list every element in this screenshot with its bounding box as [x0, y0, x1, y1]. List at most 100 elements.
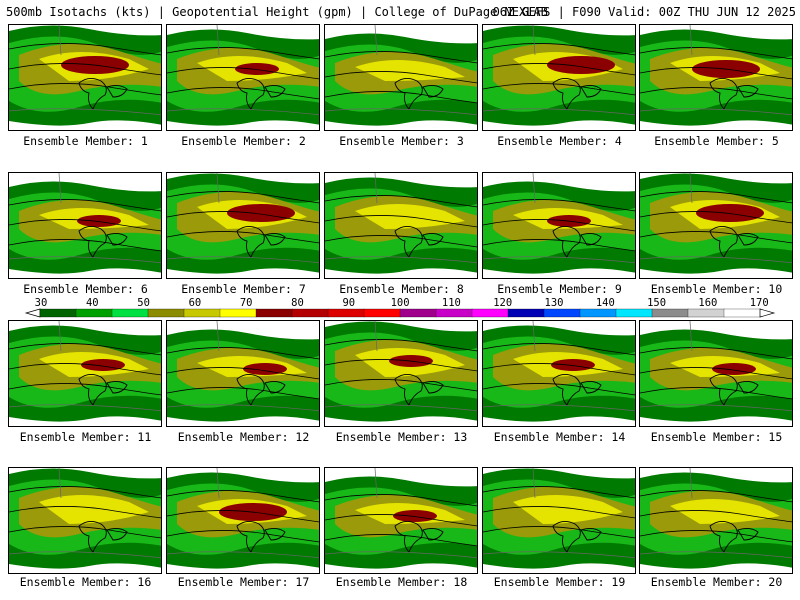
colorbar-segment: [111, 308, 149, 318]
colorbar-right-arrow: [759, 308, 776, 318]
ensemble-member-caption: Ensemble Member: 5: [654, 134, 779, 148]
isotach-map-svg: [483, 321, 635, 426]
isotach-map-svg: [9, 25, 161, 130]
colorbar-tick-label: 110: [441, 297, 461, 309]
ensemble-member-map: [639, 24, 793, 131]
colorbar-tick-label: 30: [34, 297, 48, 309]
colorbar-tick-label: 150: [647, 297, 667, 309]
ensemble-member-caption: Ensemble Member: 13: [335, 430, 468, 444]
ensemble-member-caption: Ensemble Member: 9: [497, 282, 622, 296]
ensemble-member-map: [482, 320, 636, 427]
ensemble-member-caption: Ensemble Member: 19: [493, 575, 626, 589]
colorbar-left-arrow: [24, 308, 41, 318]
colorbar-segment: [291, 308, 329, 318]
colorbar-segment: [651, 308, 689, 318]
isotach-map-svg: [9, 173, 161, 278]
colorbar-segment: [39, 308, 77, 318]
ensemble-member-caption: Ensemble Member: 6: [23, 282, 148, 296]
colorbar-tick-label: 130: [544, 297, 564, 309]
ensemble-member-map: [324, 24, 478, 131]
ensemble-member-caption: Ensemble Member: 7: [181, 282, 306, 296]
ensemble-member-map: [324, 467, 478, 574]
ensemble-member-map: [8, 320, 162, 427]
colorbar-tick-label: 80: [291, 297, 304, 309]
ensemble-member-caption: Ensemble Member: 4: [497, 134, 622, 148]
ensemble-member-map: [166, 467, 320, 574]
isotach-map-svg: [640, 468, 792, 573]
colorbar-segment: [579, 308, 617, 318]
ensemble-member-map: [482, 467, 636, 574]
header-run-info: 06Z GEFS | F090 Valid: 00Z THU JUN 12 20…: [492, 5, 796, 19]
ensemble-member-caption: Ensemble Member: 3: [339, 134, 464, 148]
colorbar-segment: [435, 308, 473, 318]
colorbar-segment: [183, 308, 221, 318]
colorbar-tick-label: 170: [749, 297, 769, 309]
ensemble-member-caption: Ensemble Member: 8: [339, 282, 464, 296]
isotach-map-svg: [483, 173, 635, 278]
isotach-map-svg: [9, 321, 161, 426]
isotach-map-svg: [325, 173, 477, 278]
ensemble-member-caption: Ensemble Member: 1: [23, 134, 148, 148]
colorbar-tick-label: 70: [239, 297, 253, 309]
ensemble-member-map: [166, 320, 320, 427]
isotach-map-svg: [167, 321, 319, 426]
colorbar-tick-label: 40: [85, 297, 99, 309]
colorbar-segment: [615, 308, 653, 318]
ensemble-member-map: [166, 24, 320, 131]
colorbar-segment: [147, 308, 185, 318]
colorbar-segment: [327, 308, 365, 318]
colorbar-segment: [75, 308, 113, 318]
isotach-map-svg: [167, 25, 319, 130]
ensemble-member-caption: Ensemble Member: 11: [19, 430, 152, 444]
map-header: 500mb Isotachs (kts) | Geopotential Heig…: [6, 2, 796, 22]
header-title: 500mb Isotachs (kts) | Geopotential Heig…: [6, 5, 548, 19]
ensemble-member-caption: Ensemble Member: 2: [181, 134, 306, 148]
ensemble-member-map: [639, 172, 793, 279]
colorbar-tick-label: 60: [188, 297, 202, 309]
isotach-map-svg: [325, 468, 477, 573]
colorbar-segment: [723, 308, 761, 318]
colorbar-segment: [471, 308, 509, 318]
isotach-map-svg: [640, 321, 792, 426]
colorbar-tick-label: 100: [390, 297, 410, 309]
ensemble-member-map: [482, 24, 636, 131]
ensemble-member-map: [482, 172, 636, 279]
ensemble-member-map: [166, 172, 320, 279]
ensemble-member-map: [639, 320, 793, 427]
ensemble-member-caption: Ensemble Member: 10: [650, 282, 783, 296]
ensemble-member-map: [324, 172, 478, 279]
isotach-map-svg: [325, 321, 477, 426]
isotach-map-svg: [640, 25, 792, 130]
colorbar-tick-label: 140: [595, 297, 615, 309]
ensemble-member-map: [8, 24, 162, 131]
colorbar-segment: [363, 308, 401, 318]
isotach-map-svg: [167, 468, 319, 573]
isotach-map-svg: [483, 468, 635, 573]
isotach-colorbar: [24, 308, 776, 318]
ensemble-member-map: [324, 320, 478, 427]
colorbar-segment: [687, 308, 725, 318]
ensemble-member-caption: Ensemble Member: 12: [177, 430, 310, 444]
ensemble-member-caption: Ensemble Member: 20: [650, 575, 783, 589]
colorbar-tick-label: 160: [698, 297, 718, 309]
ensemble-member-caption: Ensemble Member: 17: [177, 575, 310, 589]
ensemble-member-caption: Ensemble Member: 16: [19, 575, 152, 589]
ensemble-member-caption: Ensemble Member: 18: [335, 575, 468, 589]
colorbar-segment: [219, 308, 257, 318]
ensemble-member-caption: Ensemble Member: 15: [650, 430, 783, 444]
colorbar-segment: [255, 308, 293, 318]
colorbar-segment: [399, 308, 437, 318]
isotach-map-svg: [640, 173, 792, 278]
isotach-map-svg: [483, 25, 635, 130]
colorbar-segment: [507, 308, 545, 318]
ensemble-member-map: [639, 467, 793, 574]
isotach-map-svg: [167, 173, 319, 278]
ensemble-member-map: [8, 172, 162, 279]
ensemble-member-map: [8, 467, 162, 574]
ensemble-member-caption: Ensemble Member: 14: [493, 430, 626, 444]
colorbar-tick-label: 90: [342, 297, 356, 309]
colorbar-tick-label: 120: [493, 297, 513, 309]
colorbar-tick-label: 50: [137, 297, 150, 309]
isotach-map-svg: [325, 25, 477, 130]
colorbar-segment: [543, 308, 581, 318]
